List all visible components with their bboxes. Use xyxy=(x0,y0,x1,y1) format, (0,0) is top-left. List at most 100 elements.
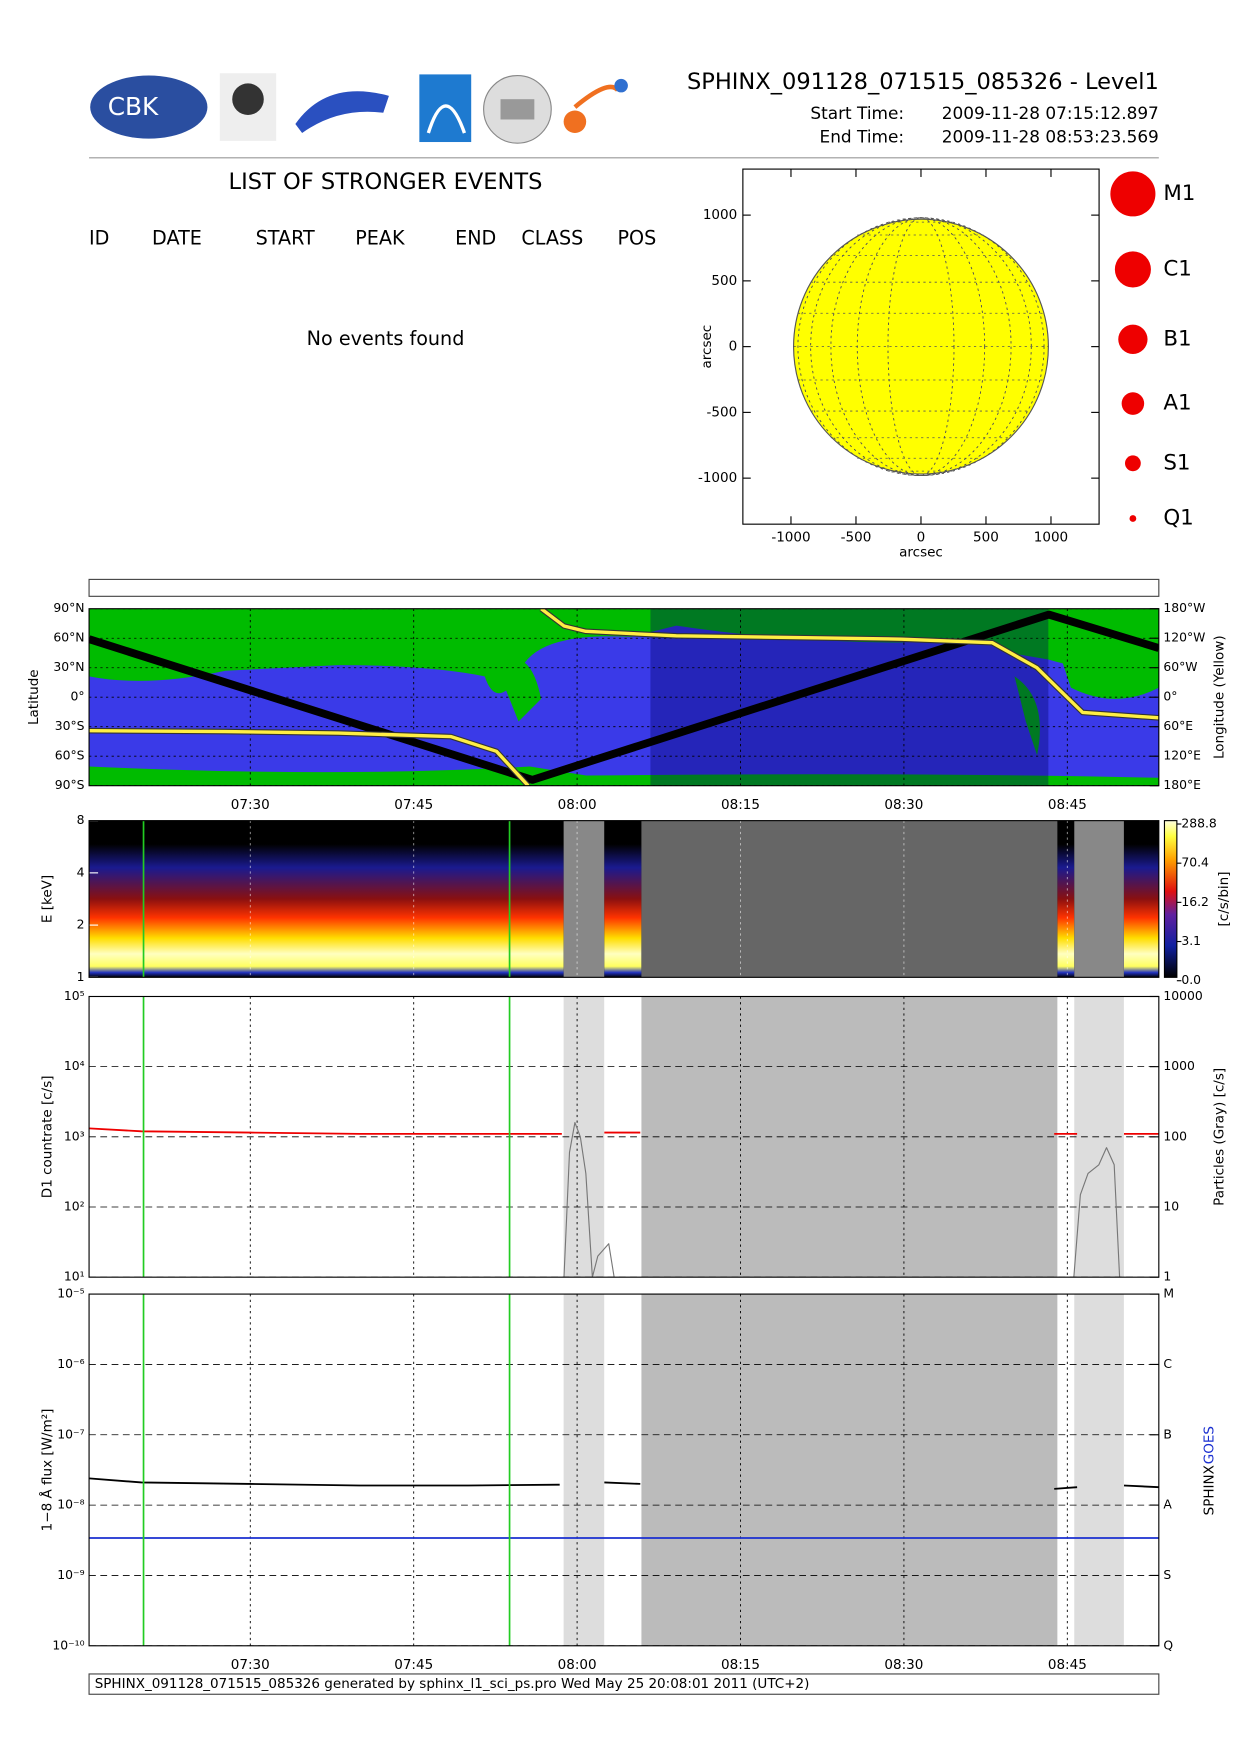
y-axis-label: Latitude xyxy=(26,669,42,725)
class-symbol xyxy=(1129,515,1137,522)
y-tick-label: -1000 xyxy=(698,470,737,486)
y-axis-label: D1 countrate [c/s] xyxy=(39,1075,55,1198)
y2-tick-label: Q xyxy=(1163,1637,1173,1652)
y-tick-label: 10³ xyxy=(64,1128,85,1143)
y-tick-label: 10⁻⁵ xyxy=(57,1286,84,1301)
series-line xyxy=(563,1121,1121,1278)
y-tick-label: 10² xyxy=(64,1199,85,1214)
legend-entry: GOES xyxy=(1202,1426,1218,1464)
x-tick-label: 07:30 xyxy=(231,1657,270,1673)
y2-tick-label: 60°E xyxy=(1163,718,1193,733)
class-label: A1 xyxy=(1163,391,1191,416)
x-tick-label: 07:45 xyxy=(394,1657,433,1673)
y2-tick-label: 0° xyxy=(1163,689,1177,704)
x-tick-label: 08:00 xyxy=(558,1657,597,1673)
y2-tick-label: 10 xyxy=(1163,1199,1179,1214)
column-header: ID xyxy=(89,226,109,249)
frame xyxy=(88,995,1160,1278)
x-tick-label: 08:15 xyxy=(721,1657,760,1673)
y-tick-label: 0 xyxy=(729,339,738,355)
y-tick-label: 30°N xyxy=(53,659,84,674)
column-header: END xyxy=(455,226,496,249)
x-axis-label: arcsec xyxy=(899,544,943,560)
x-tick-label: -500 xyxy=(841,530,872,546)
plot-area xyxy=(89,1294,1159,1646)
series-line xyxy=(89,1477,1159,1490)
start-label: Start Time: xyxy=(810,103,904,123)
y2-tick-label: 1000 xyxy=(1163,1058,1195,1073)
y2-tick-label: 100 xyxy=(1163,1128,1187,1143)
y2-tick-label: 60°W xyxy=(1163,659,1197,674)
colorbar-label: 0.0 xyxy=(1181,972,1201,987)
y-tick-label: 90°S xyxy=(55,777,85,792)
spectrogram-image xyxy=(89,820,1178,978)
gap-shading xyxy=(563,996,1124,1646)
column-header: DATE xyxy=(152,226,202,249)
end-value: 2009-11-28 08:53:23.569 xyxy=(942,127,1159,147)
column-header: POS xyxy=(618,226,657,249)
y-tick-label: 0° xyxy=(70,689,84,704)
y-tick-label: 500 xyxy=(711,273,737,289)
y-axis-label: arcsec xyxy=(699,325,715,369)
y2-tick-label: 180°E xyxy=(1163,777,1201,792)
y-tick-label: 60°N xyxy=(53,630,84,645)
y2-tick-label: B xyxy=(1163,1426,1172,1441)
class-label: M1 xyxy=(1163,181,1195,206)
column-header: PEAK xyxy=(355,226,405,249)
y-tick-label: 30°S xyxy=(55,718,85,733)
footer-box xyxy=(88,1673,1160,1695)
y-tick-label: 8 xyxy=(77,812,85,827)
y-tick-label: 10⁻⁶ xyxy=(57,1356,84,1371)
series-line xyxy=(89,1127,1159,1135)
frame xyxy=(88,1293,1160,1647)
plot-area xyxy=(142,820,1068,978)
class-symbol xyxy=(1118,324,1148,354)
colorbar-label: 70.4 xyxy=(1181,855,1209,870)
class-symbol xyxy=(1125,455,1141,472)
y-tick-label: 2 xyxy=(77,917,85,932)
x-tick-label: 08:45 xyxy=(1048,1657,1087,1673)
class-symbol xyxy=(1114,251,1151,288)
y-tick-label: 10⁴ xyxy=(64,1058,85,1073)
y-tick-label: 90°N xyxy=(53,600,84,615)
y2-tick-label: 120°W xyxy=(1163,630,1205,645)
y2-tick-label: C xyxy=(1163,1356,1172,1371)
charts: ID DATE START PEAK END CLASS POSM1C1B1A1S1Q1-1… xyxy=(26,168,1232,1673)
status-box xyxy=(88,578,1160,597)
y-axis-label: 1−8 Å flux [W/m²] xyxy=(38,1409,55,1532)
frame xyxy=(88,820,1160,978)
x-tick-label: 1000 xyxy=(1034,530,1068,546)
y-tick-label: 1000 xyxy=(703,207,737,223)
class-label: C1 xyxy=(1163,256,1192,281)
legend-entry: SPHINX xyxy=(1202,1465,1218,1515)
end-label: End Time: xyxy=(820,127,905,147)
logos: CBK xyxy=(90,73,628,144)
plot-area xyxy=(89,608,1159,786)
x-tick-label: 08:30 xyxy=(884,1657,923,1673)
y-tick-label: 10⁻⁹ xyxy=(57,1567,84,1582)
class-label: B1 xyxy=(1163,326,1191,351)
y-tick-label: 1 xyxy=(77,969,85,984)
x-tick-label: 08:30 xyxy=(884,797,923,813)
colorbar-label: 288.8 xyxy=(1181,816,1217,831)
start-value: 2009-11-28 07:15:12.897 xyxy=(942,103,1159,123)
events-title: LIST OF STRONGER EVENTS xyxy=(229,169,543,195)
events-message: No events found xyxy=(307,327,465,350)
y-tick-label: 10⁻⁷ xyxy=(57,1426,84,1441)
frame xyxy=(742,168,1100,525)
y2-tick-label: 120°E xyxy=(1163,748,1201,763)
footer: SPHINX_091128_071515_085326 generated by… xyxy=(95,1676,810,1692)
column-header: CLASS xyxy=(521,226,583,249)
series-line xyxy=(89,610,1159,784)
y2-tick-label: 10000 xyxy=(1163,988,1202,1003)
meridian xyxy=(856,217,986,476)
plot-area xyxy=(793,217,1049,476)
y2-tick-label: S xyxy=(1163,1567,1171,1582)
series-line xyxy=(89,608,1159,786)
doc-title: SPHINX_091128_071515_085326 - Level1 xyxy=(687,69,1159,95)
logo-text: CBK xyxy=(108,92,159,121)
meridian xyxy=(887,217,955,476)
class-label: Q1 xyxy=(1163,506,1193,531)
class-label: S1 xyxy=(1163,450,1190,475)
